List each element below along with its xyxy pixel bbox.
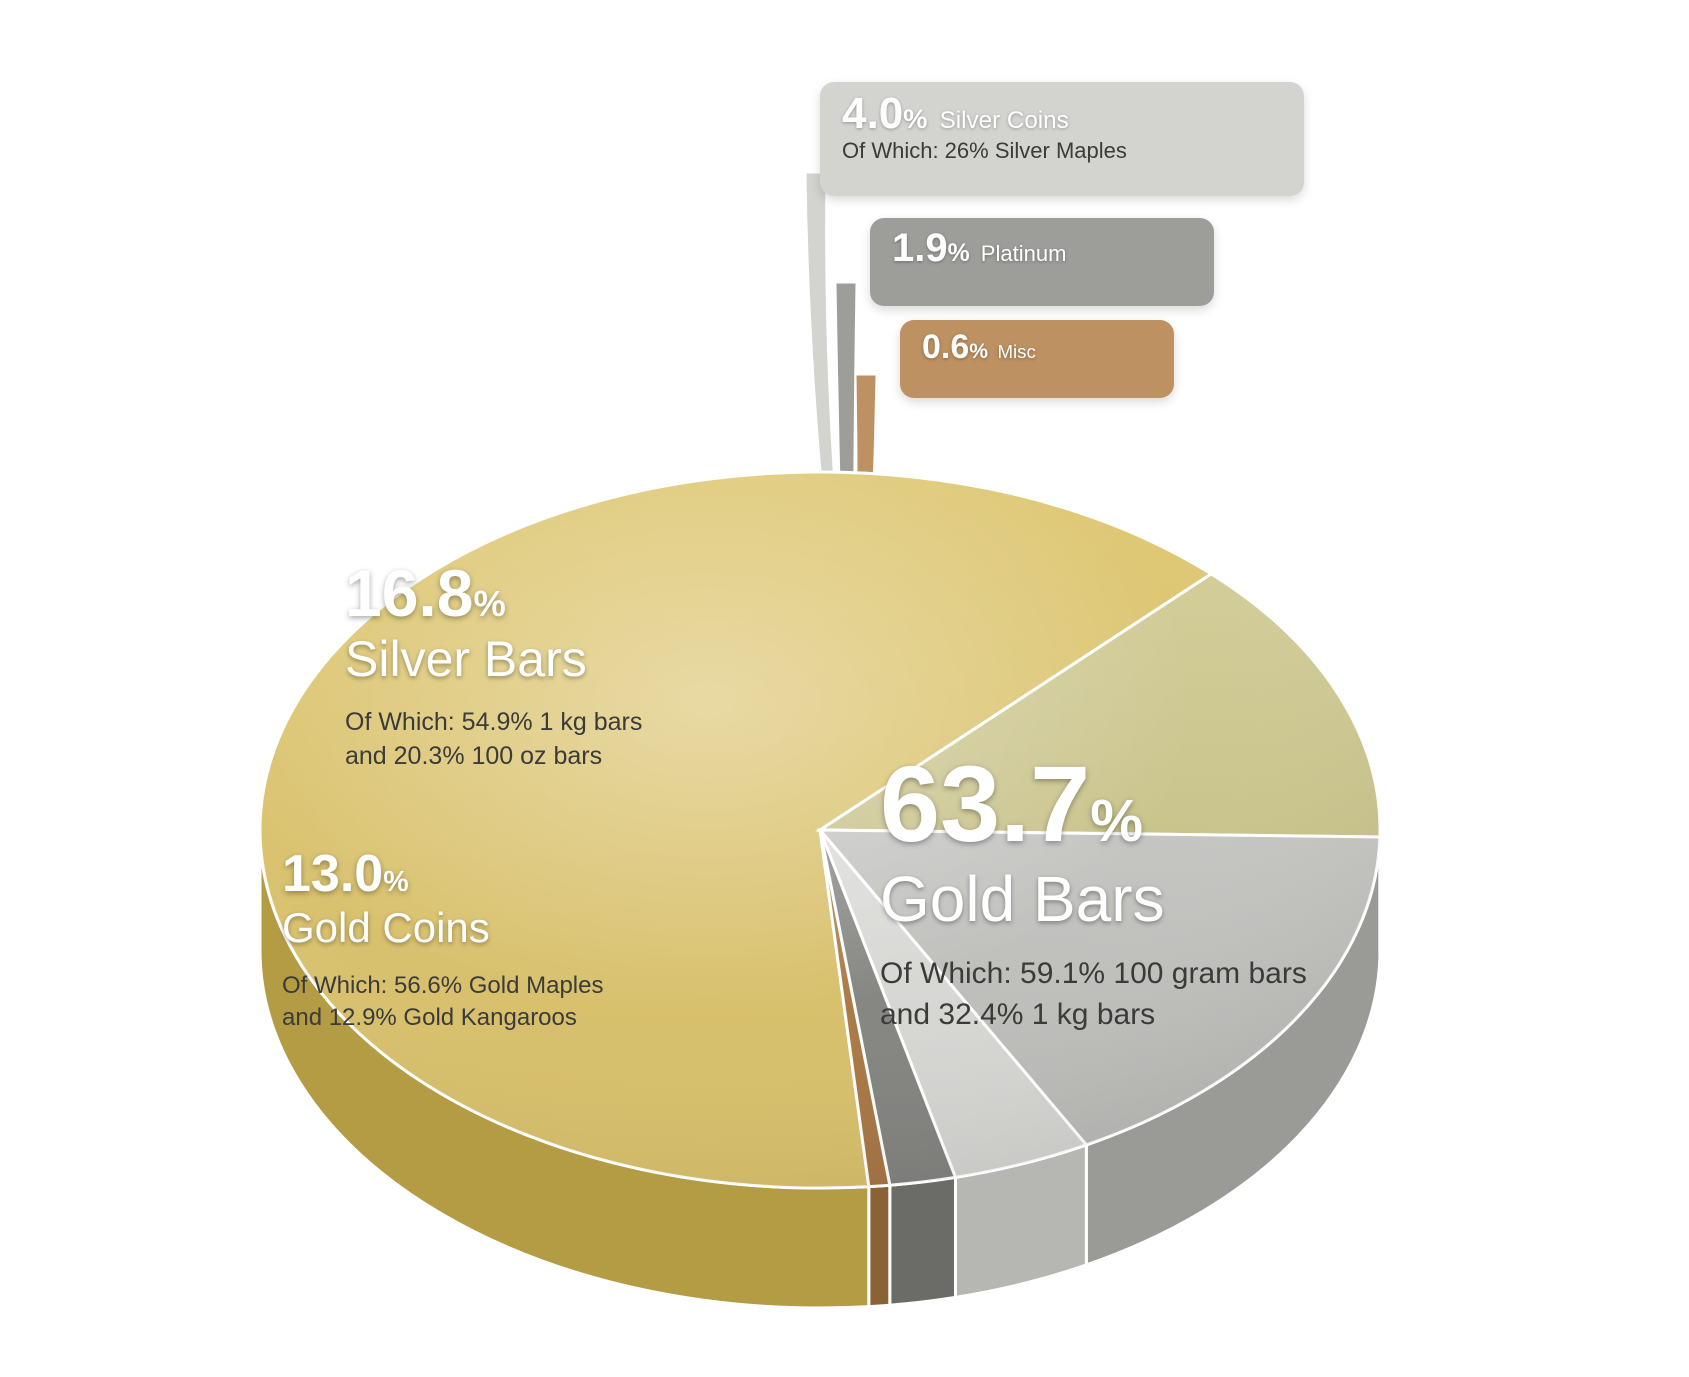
- pct-suffix: %: [473, 583, 505, 624]
- slice-detail: Of Which: 54.9% 1 kg barsand 20.3% 100 o…: [345, 706, 642, 774]
- pct-suffix: %: [1090, 787, 1143, 854]
- slice-name: Misc: [997, 341, 1035, 362]
- slice-label-gold-coins: 13.0% Gold Coins Of Which: 56.6% Gold Ma…: [282, 848, 603, 1035]
- slice-label-silver-bars: 16.8% Silver Bars Of Which: 54.9% 1 kg b…: [345, 560, 642, 774]
- value: 0.6: [922, 328, 969, 366]
- slice-name: Silver Bars: [345, 630, 642, 688]
- callout-silver-coins: 4.0% Silver Coins Of Which: 26% Silver M…: [820, 82, 1304, 196]
- slice-name: Platinum: [981, 241, 1067, 266]
- value: 16.8: [345, 556, 473, 630]
- value: 4.0: [842, 89, 903, 138]
- callout-platinum: 1.9% Platinum: [870, 218, 1214, 306]
- value: 13.0: [282, 845, 383, 903]
- slice-detail: Of Which: 56.6% Gold Maplesand 12.9% Gol…: [282, 970, 603, 1035]
- value: 1.9: [892, 226, 948, 270]
- slice-detail: Of Which: 26% Silver Maples: [842, 138, 1282, 164]
- slice-detail: Of Which: 59.1% 100 gram barsand 32.4% 1…: [880, 954, 1307, 1035]
- pct-suffix: %: [903, 103, 927, 134]
- value: 63.7: [880, 743, 1090, 864]
- pie-chart: [0, 0, 1689, 1377]
- pct-suffix: %: [948, 240, 970, 267]
- slice-name: Gold Bars: [880, 862, 1307, 936]
- slice-name: Gold Coins: [282, 904, 603, 952]
- callout-misc: 0.6% Misc: [900, 320, 1174, 398]
- slice-label-gold-bars: 63.7% Gold Bars Of Which: 59.1% 100 gram…: [880, 750, 1307, 1035]
- pct-suffix: %: [969, 340, 988, 363]
- slice-name: Silver Coins: [940, 107, 1069, 134]
- pct-suffix: %: [383, 866, 408, 898]
